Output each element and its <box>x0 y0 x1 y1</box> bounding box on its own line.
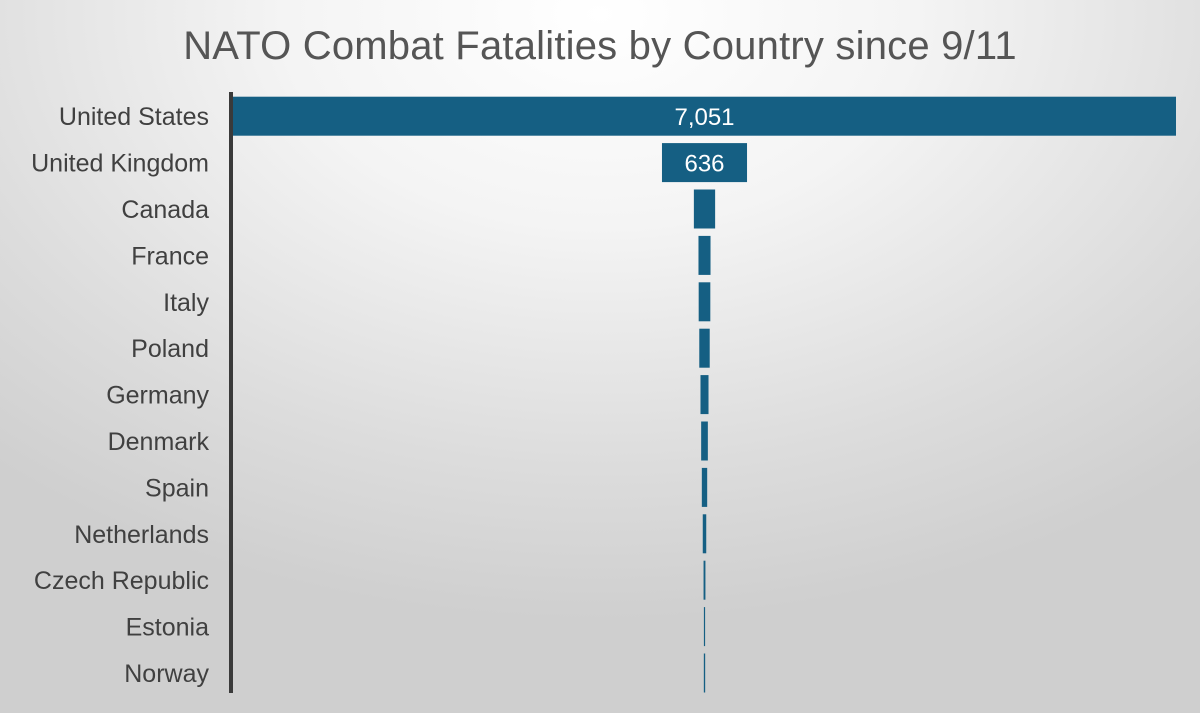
category-label: Spain <box>145 474 209 502</box>
bar-poland <box>699 328 710 368</box>
category-label: United States <box>59 103 209 131</box>
bar-germany <box>700 375 709 415</box>
category-label: Denmark <box>108 428 210 456</box>
bar-norway <box>703 653 706 693</box>
category-label: Czech Republic <box>34 567 209 595</box>
bar-denmark <box>701 421 708 461</box>
chart-title: NATO Combat Fatalities by Country since … <box>183 24 1017 68</box>
bar-united-states <box>233 96 1176 136</box>
category-labels-group: United States United Kingdom Canada France I… <box>31 103 209 688</box>
data-label: 7,051 <box>674 104 734 131</box>
data-label: 636 <box>684 151 724 178</box>
bar-netherlands <box>702 514 707 554</box>
bar-canada <box>693 189 716 229</box>
bar-italy <box>698 282 711 322</box>
bar-france <box>698 235 711 275</box>
bar-united-kingdom <box>661 143 748 183</box>
category-label: France <box>131 242 209 270</box>
bar-czech-republic <box>703 560 706 600</box>
category-label: Norway <box>124 660 209 688</box>
category-label: United Kingdom <box>31 150 209 178</box>
category-label: Germany <box>106 382 209 410</box>
data-labels-group: 7,051 636 <box>674 104 734 177</box>
bar-spain <box>701 467 708 507</box>
category-label: Poland <box>131 335 209 363</box>
bars-group <box>233 96 1176 693</box>
category-label: Canada <box>121 196 209 224</box>
category-label: Netherlands <box>74 521 209 549</box>
category-label: Estonia <box>126 614 209 642</box>
category-label: Italy <box>163 289 209 317</box>
bar-estonia <box>703 607 706 647</box>
